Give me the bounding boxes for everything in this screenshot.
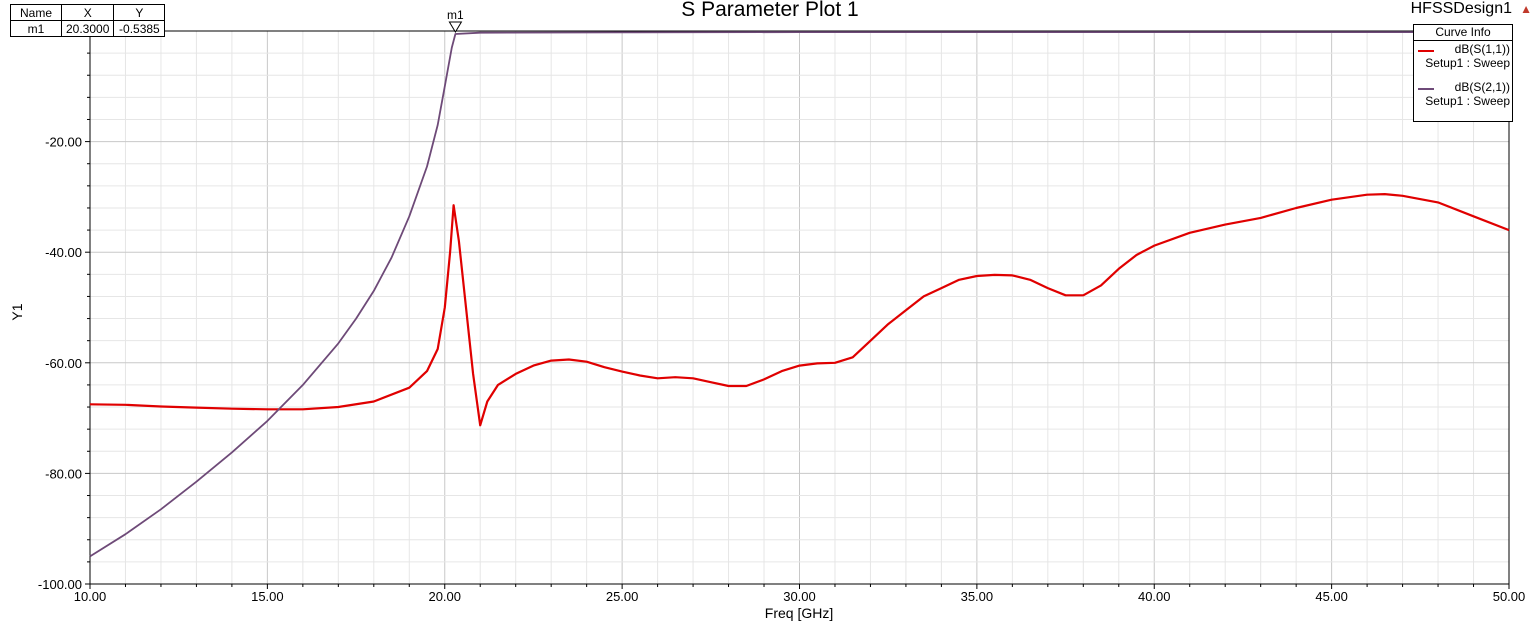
y-axis-label: Y1 — [9, 303, 25, 320]
series-line-s11 — [89, 193, 1510, 427]
series-line-s21 — [89, 31, 1509, 558]
legend-swatch-s21 — [1418, 88, 1434, 90]
marker-table-header: Name X Y — [10, 4, 166, 21]
legend-setup-s11: Setup1 : Sweep — [1425, 56, 1510, 70]
marker-row-y: -0.5385 — [113, 20, 166, 37]
y-tick-label: -20.00 — [45, 135, 82, 150]
marker-group: m1 — [447, 8, 464, 33]
marker-header-x: X — [60, 4, 115, 21]
y-tick-label: -60.00 — [45, 356, 82, 371]
marker-header-y: Y — [113, 4, 166, 21]
x-tick-label: 40.00 — [1138, 589, 1171, 604]
x-tick-label: 20.00 — [428, 589, 461, 604]
y-tick-label: -80.00 — [45, 466, 82, 481]
marker-row-name: m1 — [10, 20, 62, 37]
x-tick-label: 10.00 — [74, 589, 107, 604]
y-tick-label: -40.00 — [45, 245, 82, 260]
marker-m1-triangle-icon — [448, 21, 463, 33]
x-tick-label: 35.00 — [961, 589, 994, 604]
legend-setup-s21: Setup1 : Sweep — [1425, 94, 1510, 108]
marker-m1-label: m1 — [447, 8, 464, 22]
plot-grid — [89, 30, 1510, 585]
series-group — [89, 31, 1510, 558]
warning-triangle-icon[interactable]: ▲ — [1520, 2, 1532, 16]
design-name: HFSSDesign1 — [1410, 0, 1512, 17]
marker-table-row: m1 20.3000 -0.5385 — [10, 20, 166, 37]
axis-ticks: 10.00 15.00 20.00 25.00 30.00 35.00 40.00 45.00… — [38, 30, 1526, 604]
legend-name-s21: dB(S(2,1)) — [1454, 80, 1510, 94]
x-tick-label: 25.00 — [606, 589, 639, 604]
legend-entry-s21[interactable]: dB(S(2,1)) Setup1 : Sweep — [1414, 79, 1512, 117]
marker-header-name: Name — [10, 4, 62, 21]
curve-info-legend[interactable]: Curve Info dB(S(1,1)) Setup1 : Sweep dB(… — [1413, 24, 1513, 122]
legend-swatch-s11 — [1418, 50, 1434, 52]
legend-entry-s11[interactable]: dB(S(1,1)) Setup1 : Sweep — [1414, 41, 1512, 79]
x-tick-label: 15.00 — [251, 589, 284, 604]
marker-row-x: 20.3000 — [60, 20, 115, 37]
marker-table[interactable]: Name X Y m1 20.3000 -0.5385 — [10, 4, 166, 37]
x-tick-label: 50.00 — [1493, 589, 1526, 604]
y-tick-label: -100.00 — [38, 577, 82, 592]
chart-title: S Parameter Plot 1 — [681, 0, 859, 21]
x-tick-label: 45.00 — [1315, 589, 1348, 604]
legend-name-s11: dB(S(1,1)) — [1454, 42, 1510, 56]
x-axis-label: Freq [GHz] — [765, 605, 833, 621]
x-tick-label: 30.00 — [783, 589, 816, 604]
legend-title: Curve Info — [1414, 25, 1512, 41]
